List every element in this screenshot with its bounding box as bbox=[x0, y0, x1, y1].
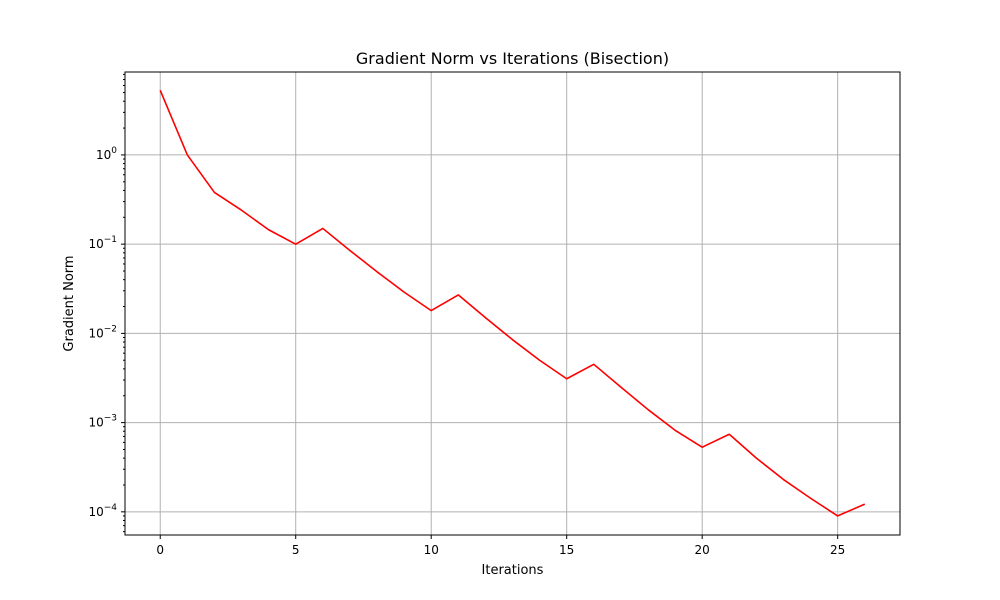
y-tick-label: 10−3 bbox=[88, 414, 117, 430]
x-tick-label: 0 bbox=[156, 543, 164, 557]
x-tick-label: 10 bbox=[424, 543, 439, 557]
x-tick-label: 25 bbox=[830, 543, 845, 557]
chart-title: Gradient Norm vs Iterations (Bisection) bbox=[356, 49, 669, 68]
series-line bbox=[159, 89, 866, 517]
y-axis-label: Gradient Norm bbox=[62, 255, 77, 351]
y-axis: 10−4 10−3 10−2 10−1 100 bbox=[88, 73, 125, 533]
x-axis: 0 5 10 15 20 25 bbox=[156, 535, 845, 557]
x-tick-label: 15 bbox=[559, 543, 574, 557]
y-tick-label: 10−1 bbox=[88, 235, 117, 251]
y-tick-label: 10−2 bbox=[88, 324, 117, 340]
grid bbox=[125, 72, 900, 535]
y-tick-label: 10−4 bbox=[88, 503, 117, 519]
x-axis-label: Iterations bbox=[482, 563, 544, 578]
x-tick-label: 5 bbox=[292, 543, 300, 557]
y-tick-label: 100 bbox=[96, 146, 117, 162]
series-layer bbox=[159, 89, 866, 517]
plot-frame bbox=[124, 71, 901, 536]
x-tick-label: 20 bbox=[695, 543, 710, 557]
